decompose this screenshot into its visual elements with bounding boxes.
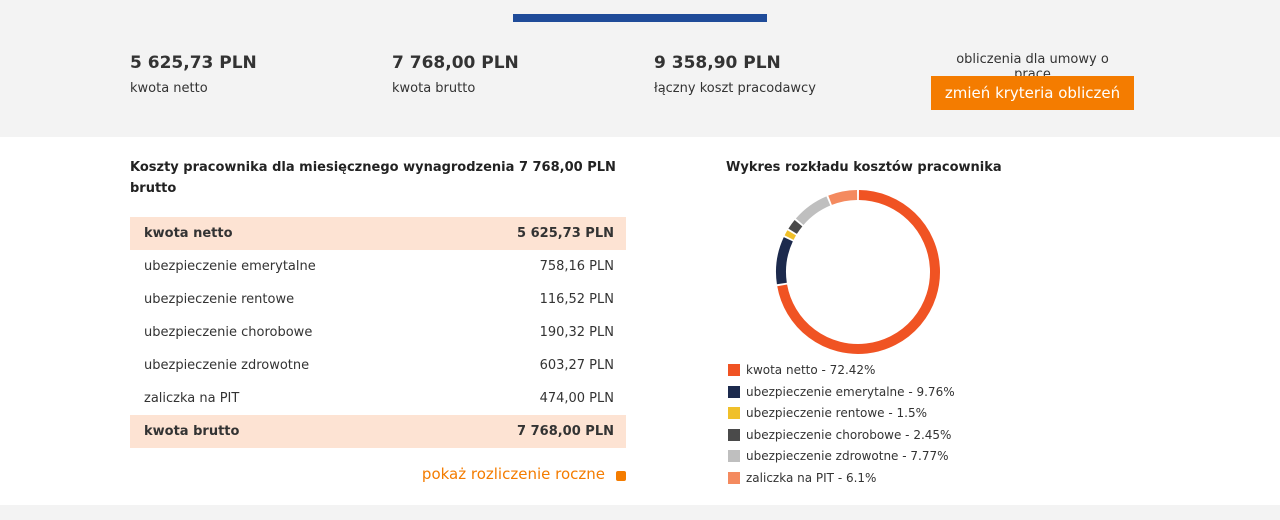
- row-amount: 5 625,73 PLN: [517, 226, 614, 241]
- table-row: ubezpieczenie zdrowotne 603,27 PLN: [130, 349, 626, 382]
- legend-label: ubezpieczenie rentowe - 1.5%: [746, 406, 928, 420]
- table-row: ubezpieczenie rentowe 116,52 PLN: [130, 283, 626, 316]
- summary-label: łączny koszt pracodawcy: [654, 81, 816, 96]
- footer-band: [0, 505, 1280, 520]
- legend-label: ubezpieczenie chorobowe - 2.45%: [746, 427, 952, 442]
- row-label: ubezpieczenie zdrowotne: [144, 358, 310, 373]
- summary-label: kwota brutto: [392, 81, 476, 96]
- summary-value: 7 768,00 PLN: [392, 53, 519, 73]
- legend-item: kwota netto - 72.42%: [728, 363, 875, 377]
- donut-segment: [776, 237, 793, 285]
- legend-swatch: [728, 450, 740, 462]
- legend-swatch: [728, 385, 740, 398]
- row-label: ubezpieczenie chorobowe: [144, 325, 313, 340]
- legend-item: zaliczka na PIT - 6.1%: [728, 471, 876, 485]
- legend-item: ubezpieczenie emerytalne - 9.76%: [728, 385, 955, 399]
- legend-swatch: [728, 471, 740, 484]
- legend-swatch: [728, 428, 740, 441]
- donut-chart: [776, 190, 940, 354]
- row-label: ubezpieczenie rentowe: [144, 292, 295, 307]
- row-amount: 758,16 PLN: [539, 259, 614, 274]
- annual-link[interactable]: pokaż rozliczenie roczne: [421, 465, 605, 483]
- row-label: kwota brutto: [144, 424, 240, 439]
- legend-label: zaliczka na PIT - 6.1%: [746, 470, 877, 485]
- summary-value: 9 358,90 PLN: [654, 53, 781, 73]
- link-icon[interactable]: [616, 471, 626, 481]
- row-label: kwota netto: [144, 226, 233, 241]
- legend-item: ubezpieczenie chorobowe - 2.45%: [728, 428, 951, 442]
- donut-segment: [828, 190, 858, 205]
- table-title: Koszty pracownika dla miesięcznego wynag…: [130, 160, 616, 196]
- legend-swatch: [728, 407, 740, 419]
- row-amount: 603,27 PLN: [539, 358, 614, 373]
- legend-label: ubezpieczenie zdrowotne - 7.77%: [746, 449, 949, 463]
- donut-segment: [784, 230, 797, 240]
- legend-label: kwota netto - 72.42%: [746, 363, 876, 377]
- legend-item: ubezpieczenie rentowe - 1.5%: [728, 406, 927, 420]
- row-label: zaliczka na PIT: [144, 391, 240, 406]
- table-row: kwota netto 5 625,73 PLN: [130, 217, 626, 250]
- legend-swatch: [728, 364, 740, 376]
- chart-title: Wykres rozkładu kosztów pracownika: [726, 160, 1002, 175]
- row-amount: 474,00 PLN: [539, 391, 614, 406]
- table-row: ubezpieczenie emerytalne 758,16 PLN: [130, 250, 626, 283]
- change-criteria-button[interactable]: zmień kryteria obliczeń: [931, 76, 1134, 110]
- row-amount: 190,32 PLN: [539, 325, 614, 340]
- row-amount: 116,52 PLN: [539, 292, 614, 307]
- summary-value: 5 625,73 PLN: [130, 53, 257, 73]
- table-row: zaliczka na PIT 474,00 PLN: [130, 382, 626, 415]
- table-row: ubezpieczenie chorobowe 190,32 PLN: [130, 316, 626, 349]
- legend-label: ubezpieczenie emerytalne - 9.76%: [746, 384, 955, 399]
- summary-label: kwota netto: [130, 81, 208, 96]
- donut-segment: [777, 190, 940, 354]
- summary-band: [0, 0, 1280, 137]
- row-label: ubezpieczenie emerytalne: [144, 259, 316, 274]
- donut-segment: [795, 196, 831, 226]
- progress-bar: [513, 14, 767, 22]
- legend-item: ubezpieczenie zdrowotne - 7.77%: [728, 449, 949, 463]
- table-row: kwota brutto 7 768,00 PLN: [130, 415, 626, 448]
- donut-segment: [788, 219, 803, 234]
- row-amount: 7 768,00 PLN: [517, 424, 614, 439]
